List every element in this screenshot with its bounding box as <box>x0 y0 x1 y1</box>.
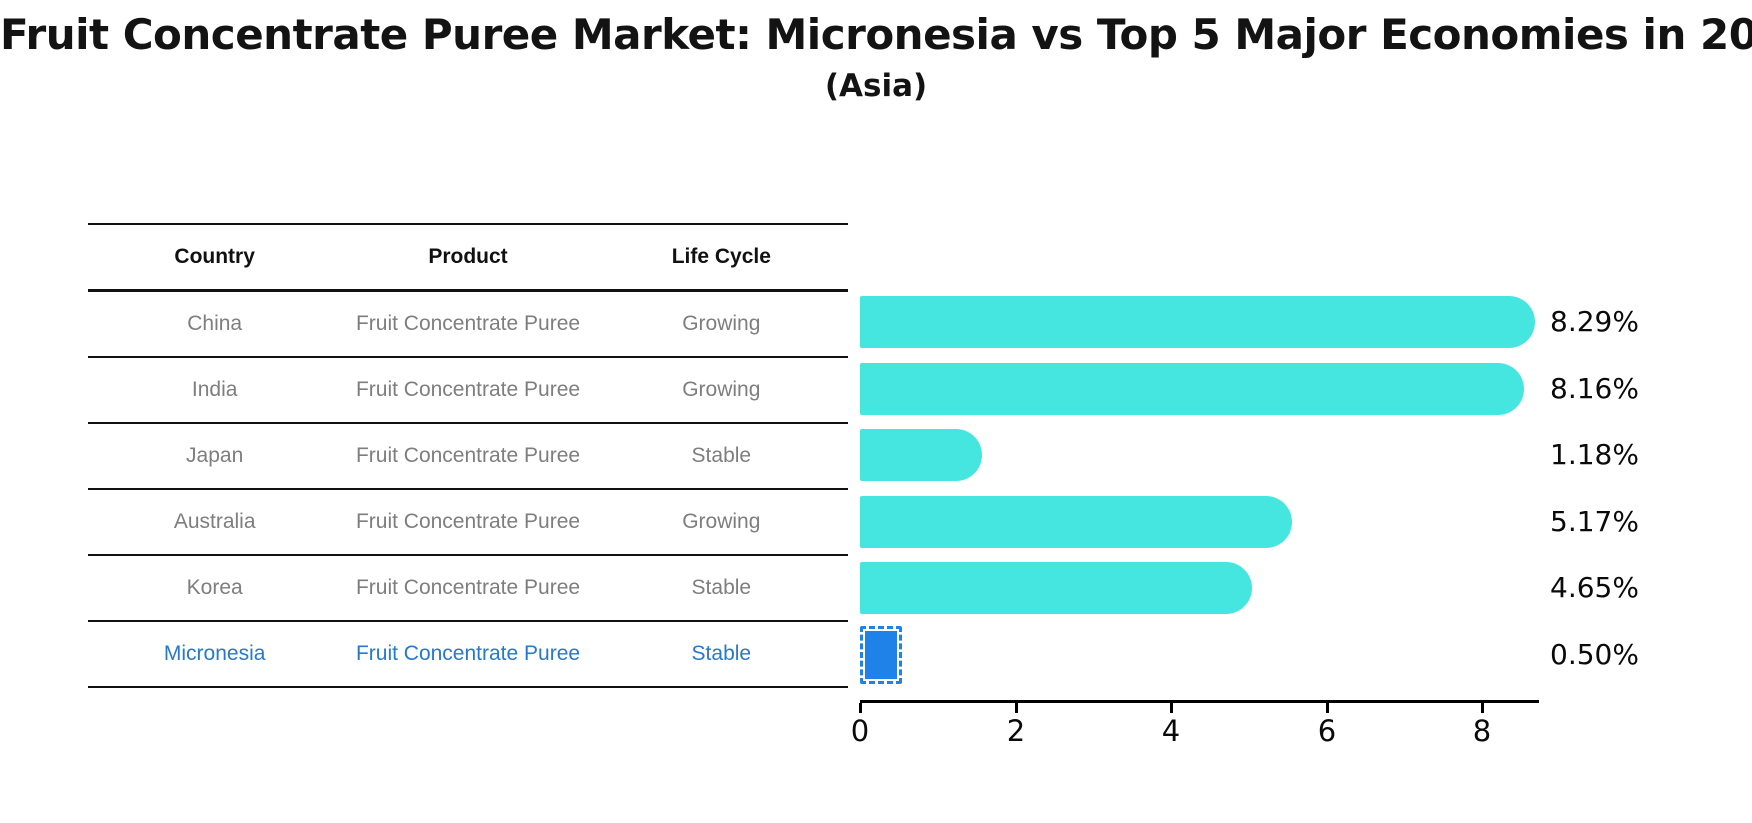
cell-product: Fruit Concentrate Puree <box>355 444 581 467</box>
cell-country: Korea <box>186 576 243 599</box>
cell-product: Fruit Concentrate Puree <box>355 642 581 665</box>
cell-country: Australia <box>173 510 256 533</box>
page-subtitle: (Asia) <box>824 68 928 104</box>
column-header-product: Product <box>428 245 508 268</box>
cell-country: Micronesia <box>163 642 266 665</box>
table-header-row: Country Product Life Cycle <box>88 225 848 292</box>
bar-value-label: 8.29% <box>1550 305 1639 338</box>
cell-life-cycle: Growing <box>682 312 761 335</box>
cell-product: Fruit Concentrate Puree <box>355 378 581 401</box>
column-header-country: Country <box>174 245 255 268</box>
cell-life-cycle: Stable <box>691 444 752 467</box>
column-header-lifecycle: Life Cycle <box>671 245 771 268</box>
table-row: China Fruit Concentrate Puree Growing <box>88 292 848 358</box>
x-axis-tick <box>1326 703 1329 713</box>
bar-australia <box>860 495 1292 548</box>
x-axis-tick-label: 8 <box>1472 714 1492 748</box>
bar-value-label: 0.50% <box>1550 637 1639 671</box>
x-axis-tick-label: 2 <box>1006 714 1026 748</box>
cell-life-cycle: Stable <box>691 642 752 665</box>
table-row: Japan Fruit Concentrate Puree Stable <box>88 424 848 490</box>
x-axis-tick <box>1481 703 1484 713</box>
cell-life-cycle: Growing <box>682 510 761 533</box>
market-table: Country Product Life Cycle China Fruit Co… <box>88 223 848 688</box>
bar-japan <box>860 429 982 481</box>
bar-china <box>860 296 1535 348</box>
x-axis-tick <box>859 703 862 713</box>
bar-value-label: 8.16% <box>1550 371 1639 405</box>
cell-product: Fruit Concentrate Puree <box>355 510 581 533</box>
x-axis-tick <box>1170 703 1173 713</box>
cell-country: China <box>187 312 243 335</box>
table-row: Micronesia Fruit Concentrate Puree Stable <box>88 622 848 688</box>
cell-country: India <box>191 378 238 401</box>
x-axis-tick-label: 6 <box>1317 714 1337 748</box>
cell-life-cycle: Stable <box>691 576 752 599</box>
bar-micronesia <box>860 625 902 684</box>
bar-value-label: 1.18% <box>1550 438 1639 471</box>
table-row: India Fruit Concentrate Puree Growing <box>88 358 848 424</box>
bar-value-label: 4.65% <box>1550 571 1639 604</box>
table-row: Australia Fruit Concentrate Puree Growing <box>88 490 848 556</box>
table-row: Korea Fruit Concentrate Puree Stable <box>88 556 848 622</box>
cell-product: Fruit Concentrate Puree <box>355 576 581 599</box>
cell-country: Japan <box>186 444 244 467</box>
x-axis-tick-label: 0 <box>850 714 870 748</box>
x-axis-tick <box>1015 703 1018 713</box>
x-axis-line <box>860 700 1539 703</box>
cell-product: Fruit Concentrate Puree <box>355 312 581 335</box>
bar-india <box>860 362 1524 415</box>
bar-value-label: 5.17% <box>1550 504 1639 538</box>
bar-korea <box>860 562 1252 614</box>
x-axis-tick-label: 4 <box>1161 714 1181 748</box>
page-title: Fruit Concentrate Puree Market: Micrones… <box>0 10 1752 59</box>
cell-life-cycle: Growing <box>682 378 761 401</box>
